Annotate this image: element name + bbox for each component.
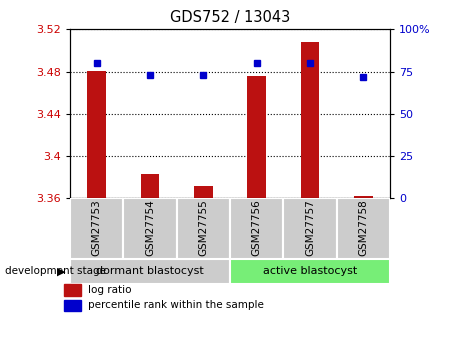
Bar [141, 174, 159, 198]
Text: GSM27756: GSM27756 [252, 199, 262, 256]
Bar [247, 76, 266, 198]
Text: ▶: ▶ [57, 266, 65, 276]
Text: GSM27755: GSM27755 [198, 199, 208, 256]
Text: GSM27753: GSM27753 [92, 199, 101, 256]
Text: GDS752 / 13043: GDS752 / 13043 [170, 10, 290, 25]
Bar [64, 299, 81, 311]
Bar [87, 70, 106, 198]
Bar [283, 198, 337, 259]
Text: log ratio: log ratio [88, 285, 131, 295]
Bar [123, 198, 177, 259]
Bar [230, 259, 390, 284]
Bar [70, 259, 230, 284]
Bar [70, 198, 123, 259]
Bar [230, 198, 283, 259]
Bar [337, 198, 390, 259]
Text: GSM27757: GSM27757 [305, 199, 315, 256]
Text: active blastocyst: active blastocyst [263, 266, 357, 276]
Text: dormant blastocyst: dormant blastocyst [96, 266, 204, 276]
Bar [301, 42, 319, 198]
Text: GSM27754: GSM27754 [145, 199, 155, 256]
Text: development stage: development stage [5, 266, 106, 276]
Text: GSM27758: GSM27758 [359, 199, 368, 256]
Text: percentile rank within the sample: percentile rank within the sample [88, 300, 264, 310]
Bar [64, 284, 81, 296]
Bar [177, 198, 230, 259]
Bar [354, 196, 373, 198]
Bar [194, 186, 213, 198]
